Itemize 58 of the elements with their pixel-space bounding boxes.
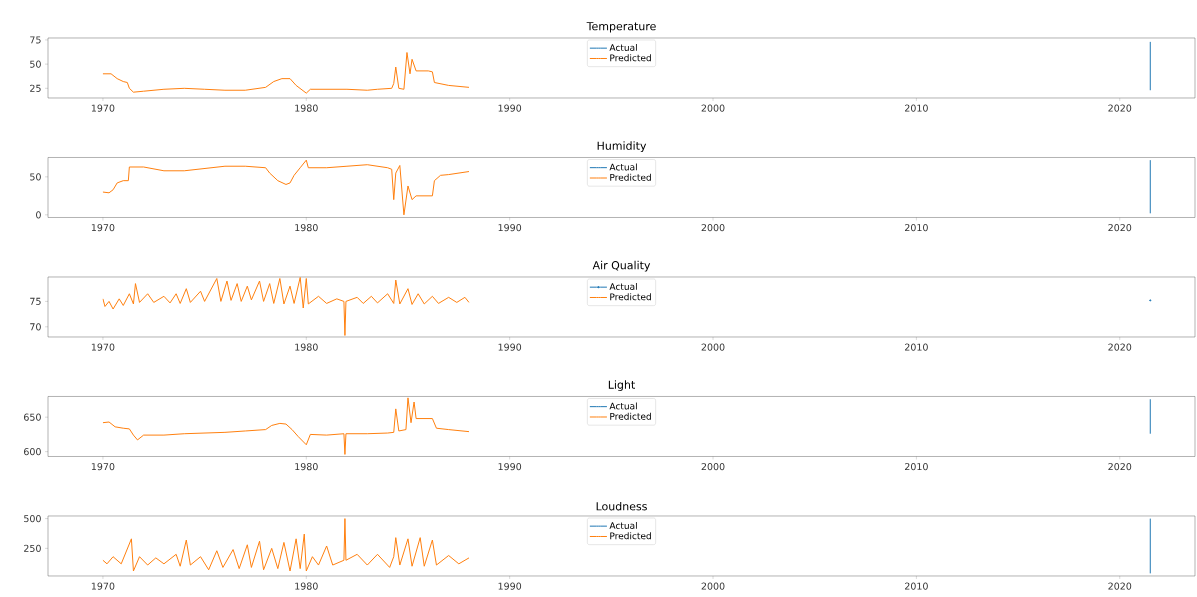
x-tick-label: 2020 <box>1108 104 1132 112</box>
x-tick-label: 2020 <box>1108 582 1132 590</box>
legend-label: Actual <box>609 163 637 171</box>
legend-label: Predicted <box>610 412 651 420</box>
x-tick-label: 1990 <box>498 582 522 590</box>
x-tick-label: 2020 <box>1108 224 1132 232</box>
x-tick-label: 1990 <box>498 463 522 471</box>
x-tick-label: 1980 <box>295 343 318 351</box>
chart-title: Humidity <box>597 141 647 152</box>
x-tick-label: 1970 <box>91 224 115 232</box>
legend-label: Predicted <box>610 293 651 301</box>
x-tick-label: 1970 <box>91 582 115 590</box>
chart-title: Air Quality <box>592 260 651 272</box>
x-tick-label: 2010 <box>904 224 928 232</box>
legend-label: Actual <box>609 43 637 51</box>
legend-label: Predicted <box>610 532 651 540</box>
chart-title: Temperature <box>586 22 656 33</box>
x-tick-label: 1970 <box>91 104 115 112</box>
x-tick-label: 1970 <box>91 463 115 471</box>
x-tick-label: 2000 <box>701 104 725 112</box>
x-tick-label: 2000 <box>701 224 725 232</box>
x-tick-label: 2020 <box>1108 463 1132 471</box>
x-tick-label: 2010 <box>904 582 928 590</box>
legend-label: Predicted <box>610 173 651 181</box>
y-tick-label: 50 <box>30 173 41 181</box>
line-series <box>102 277 470 336</box>
legend-label: Actual <box>609 282 637 290</box>
x-tick-label: 2000 <box>701 463 725 471</box>
x-tick-label: 2010 <box>904 343 928 351</box>
x-tick-label: 2010 <box>904 104 928 112</box>
line-series <box>102 518 470 572</box>
x-tick-label: 1980 <box>295 463 318 471</box>
y-tick-label: 50 <box>30 60 41 68</box>
legend-label: Actual <box>609 402 637 410</box>
x-tick-label: 1990 <box>498 224 522 232</box>
chart-title: Loudness <box>596 501 647 511</box>
x-tick-label: 1980 <box>295 224 318 232</box>
legend-label: Predicted <box>610 54 651 62</box>
y-tick-label: 25 <box>30 84 41 92</box>
legend-label: Actual <box>609 521 637 529</box>
x-tick-label: 2000 <box>701 582 725 590</box>
x-tick-label: 1990 <box>498 104 522 112</box>
y-tick-label: 650 <box>24 413 41 421</box>
y-tick-label: 250 <box>24 544 41 552</box>
x-tick-label: 1990 <box>498 343 522 351</box>
y-tick-label: 75 <box>30 36 41 44</box>
x-tick-label: 1980 <box>295 104 318 112</box>
chart-title: Light <box>608 380 635 391</box>
x-tick-label: 2000 <box>701 343 725 351</box>
x-tick-label: 1980 <box>295 582 318 590</box>
y-tick-label: 500 <box>24 515 41 523</box>
x-tick-label: 2010 <box>904 463 928 471</box>
x-tick-label: 2020 <box>1108 343 1132 351</box>
y-tick-label: 600 <box>24 448 41 456</box>
y-tick-label: 75 <box>30 297 41 305</box>
y-tick-label: 0 <box>36 211 41 219</box>
x-tick-label: 1970 <box>91 343 115 351</box>
y-tick-label: 70 <box>30 323 41 331</box>
